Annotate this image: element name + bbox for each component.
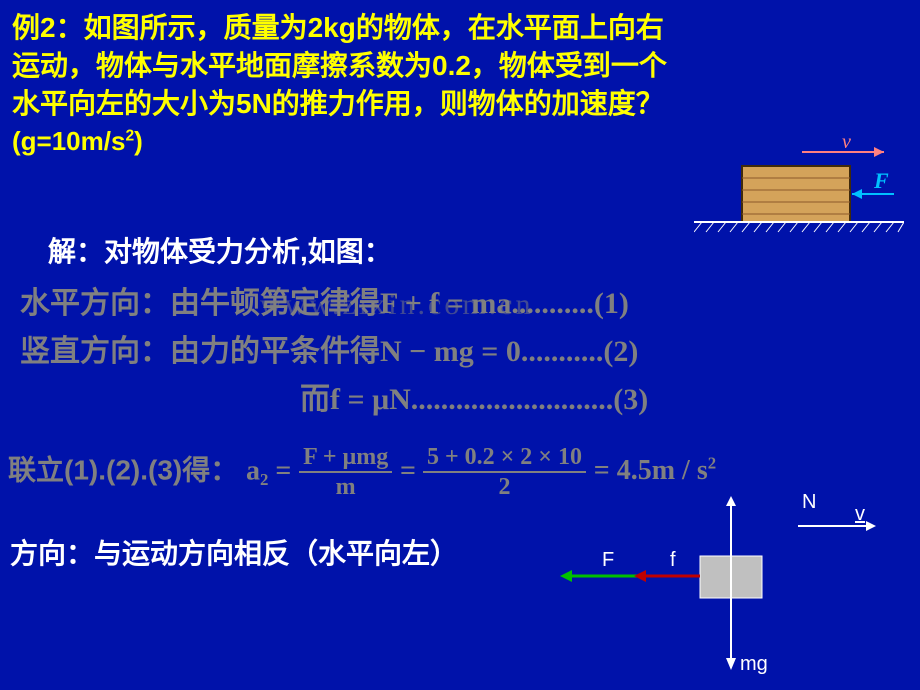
block-on-surface-diagram: v F	[694, 138, 904, 248]
free-body-diagram: N v F f mg	[550, 490, 880, 680]
friction-label: f	[670, 549, 676, 571]
g-value: (g=10m/s2)	[12, 126, 143, 156]
force-f-label: F	[873, 168, 889, 193]
v-fbd-label: v	[855, 503, 865, 525]
direction-text: 方向：与运动方向相反（水平向左）	[10, 532, 458, 572]
equation-2: 竖直方向：由力的平条件得N − mg = 0...........(2)	[20, 326, 638, 370]
f-force-label: F	[602, 549, 614, 571]
mg-label: mg	[740, 653, 768, 675]
fraction-1: F + μmg m	[299, 445, 392, 499]
problem-statement: 例2：如图所示，质量为2kg的物体，在水平面上向右 运动，物体与水平地面摩擦系数…	[12, 9, 762, 160]
fbd-svg: N v F f mg	[550, 490, 880, 680]
problem-line1: 例2：如图所示，质量为2kg的物体，在水平面上向右	[12, 12, 664, 43]
solution-start: 解：对物体受力分析,如图：	[48, 230, 392, 270]
v-label: v	[842, 138, 851, 153]
equation-3: 而f = μN...........................(3)	[300, 374, 648, 418]
problem-line3: 水平向左的大小为5N的推力作用，则物体的加速度？	[12, 88, 664, 119]
block-svg: v F	[694, 138, 904, 248]
problem-line2: 运动，物体与水平地面摩擦系数为0.2，物体受到一个	[12, 50, 667, 81]
equation-1: 水平方向：由牛顿第定律得F + f = ma...........(1)	[20, 278, 629, 322]
n-label: N	[802, 491, 816, 513]
